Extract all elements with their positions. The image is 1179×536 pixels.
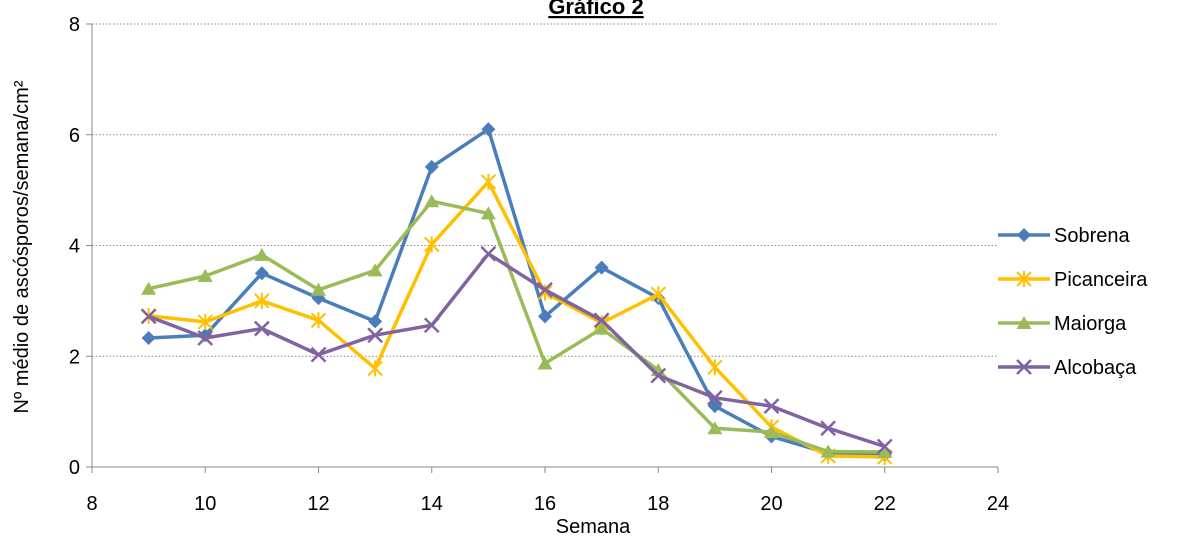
data-point <box>480 173 497 190</box>
data-point <box>820 420 837 437</box>
x-tick-label: 18 <box>647 493 669 515</box>
chart-title: Gráfico 2 <box>548 0 643 19</box>
data-point <box>311 282 326 296</box>
data-point <box>141 281 157 295</box>
data-point <box>481 122 496 137</box>
legend: Sobrena Picanceira Maiorga Alcobaça <box>998 225 1148 379</box>
data-point <box>367 360 383 377</box>
x-tick-label: 24 <box>987 493 1009 515</box>
data-point <box>820 444 836 458</box>
data-point <box>538 309 552 324</box>
y-tick-label: 8 <box>69 14 80 36</box>
legend-item: Maiorga <box>998 313 1127 335</box>
y-tick-label: 2 <box>69 346 80 368</box>
legend-item: Alcobaça <box>998 357 1137 379</box>
legend-label: Sobrena <box>1054 225 1130 247</box>
x-tick-label: 10 <box>194 493 216 515</box>
data-point <box>537 281 553 298</box>
series-line <box>148 199 885 454</box>
gridlines <box>92 23 998 357</box>
series-maiorga <box>141 194 893 459</box>
data-point <box>650 286 666 303</box>
data-point <box>424 236 440 253</box>
y-tick-label: 0 <box>69 457 80 479</box>
data-point <box>593 312 610 329</box>
data-point <box>876 438 893 455</box>
series-line <box>148 180 885 459</box>
data-point <box>310 346 327 363</box>
series-alcobaça <box>140 245 893 455</box>
x-tick-label: 22 <box>874 493 896 515</box>
legend-label: Picanceira <box>1054 269 1148 291</box>
legend-marker <box>1016 271 1032 287</box>
data-point <box>254 266 269 281</box>
data-point <box>480 245 497 262</box>
x-tick-label: 20 <box>760 493 782 515</box>
legend-label: Alcobaça <box>1054 357 1137 379</box>
data-point <box>594 260 609 275</box>
data-point <box>424 194 440 208</box>
data-point <box>877 445 893 459</box>
legend-item: Sobrena <box>998 225 1130 247</box>
data-point <box>141 330 156 345</box>
data-point <box>254 292 270 309</box>
x-axis-ticks: 8 10 12 14 16 18 20 22 24 <box>86 467 1009 515</box>
data-point <box>650 367 667 384</box>
y-tick-label: 6 <box>69 125 80 147</box>
data-point <box>253 320 270 337</box>
data-point <box>707 359 723 376</box>
x-axis-title: Semana <box>556 516 631 536</box>
data-point <box>140 308 157 325</box>
x-tick-label: 16 <box>534 493 556 515</box>
data-point <box>763 398 780 414</box>
legend-item: Picanceira <box>998 269 1148 291</box>
x-tick-label: 12 <box>307 493 329 515</box>
data-point <box>707 421 723 435</box>
y-axis-title: Nº médio de ascósporos/semana/cm² <box>11 80 33 413</box>
data-point <box>254 247 270 261</box>
data-point <box>197 313 213 330</box>
legend-marker <box>1016 359 1032 375</box>
x-tick-label: 14 <box>421 493 443 515</box>
data-point <box>367 327 384 344</box>
data-point <box>197 268 213 282</box>
data-point <box>310 312 327 329</box>
y-tick-label: 4 <box>69 236 80 258</box>
data-point <box>197 330 214 346</box>
plot-area <box>140 122 893 466</box>
data-point <box>764 425 779 439</box>
data-point <box>706 389 723 406</box>
data-point <box>537 356 553 370</box>
legend-marker <box>1016 316 1032 329</box>
y-axis-ticks: 0 2 4 6 8 <box>69 14 92 479</box>
legend-label: Maiorga <box>1054 313 1127 335</box>
data-point <box>480 206 496 220</box>
data-point <box>424 159 439 174</box>
data-point <box>594 321 610 335</box>
series-line <box>147 252 886 449</box>
legend-marker <box>1017 228 1031 242</box>
data-point <box>367 263 383 277</box>
data-point <box>368 314 383 329</box>
data-point <box>423 317 440 334</box>
x-tick-label: 8 <box>86 493 97 515</box>
